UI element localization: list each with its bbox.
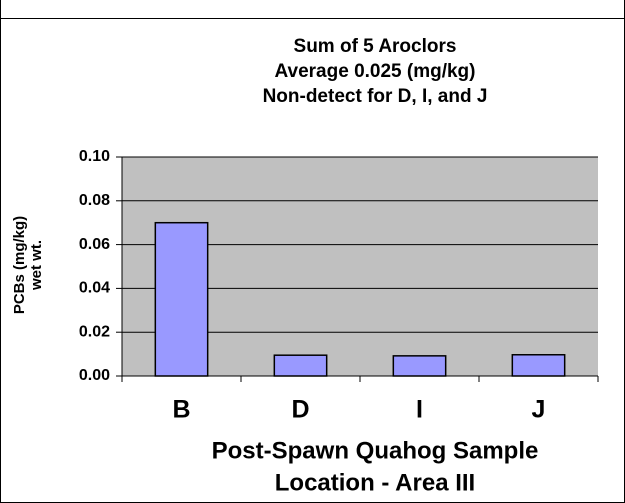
bar	[392, 355, 447, 377]
bar	[511, 354, 566, 377]
y-tick-label: 0.06	[79, 236, 110, 253]
chart-title: Average 0.025 (mg/kg)	[275, 61, 476, 82]
x-tick-label: I	[416, 396, 423, 424]
chart-title: Sum of 5 Aroclors	[294, 36, 457, 57]
y-tick-label: 0.04	[79, 280, 110, 297]
x-axis-label: Post-Spawn Quahog Sample	[212, 437, 539, 464]
x-tick-label: D	[291, 396, 309, 424]
y-axis-label: wet wt.	[28, 240, 45, 291]
x-tick-label: B	[172, 396, 190, 424]
x-axis-label: Location - Area III	[275, 469, 475, 496]
y-tick-label: 0.02	[79, 323, 110, 340]
y-tick-label: 0.08	[79, 192, 110, 209]
bar	[273, 354, 328, 377]
bar	[154, 221, 209, 377]
chart-title: Non-detect for D, I, and J	[263, 86, 488, 107]
y-tick-label: 0.10	[79, 148, 110, 165]
y-axis-label: PCBs (mg/kg)	[11, 216, 28, 314]
x-tick-label: J	[532, 396, 546, 424]
y-tick-label: 0.00	[79, 367, 110, 384]
